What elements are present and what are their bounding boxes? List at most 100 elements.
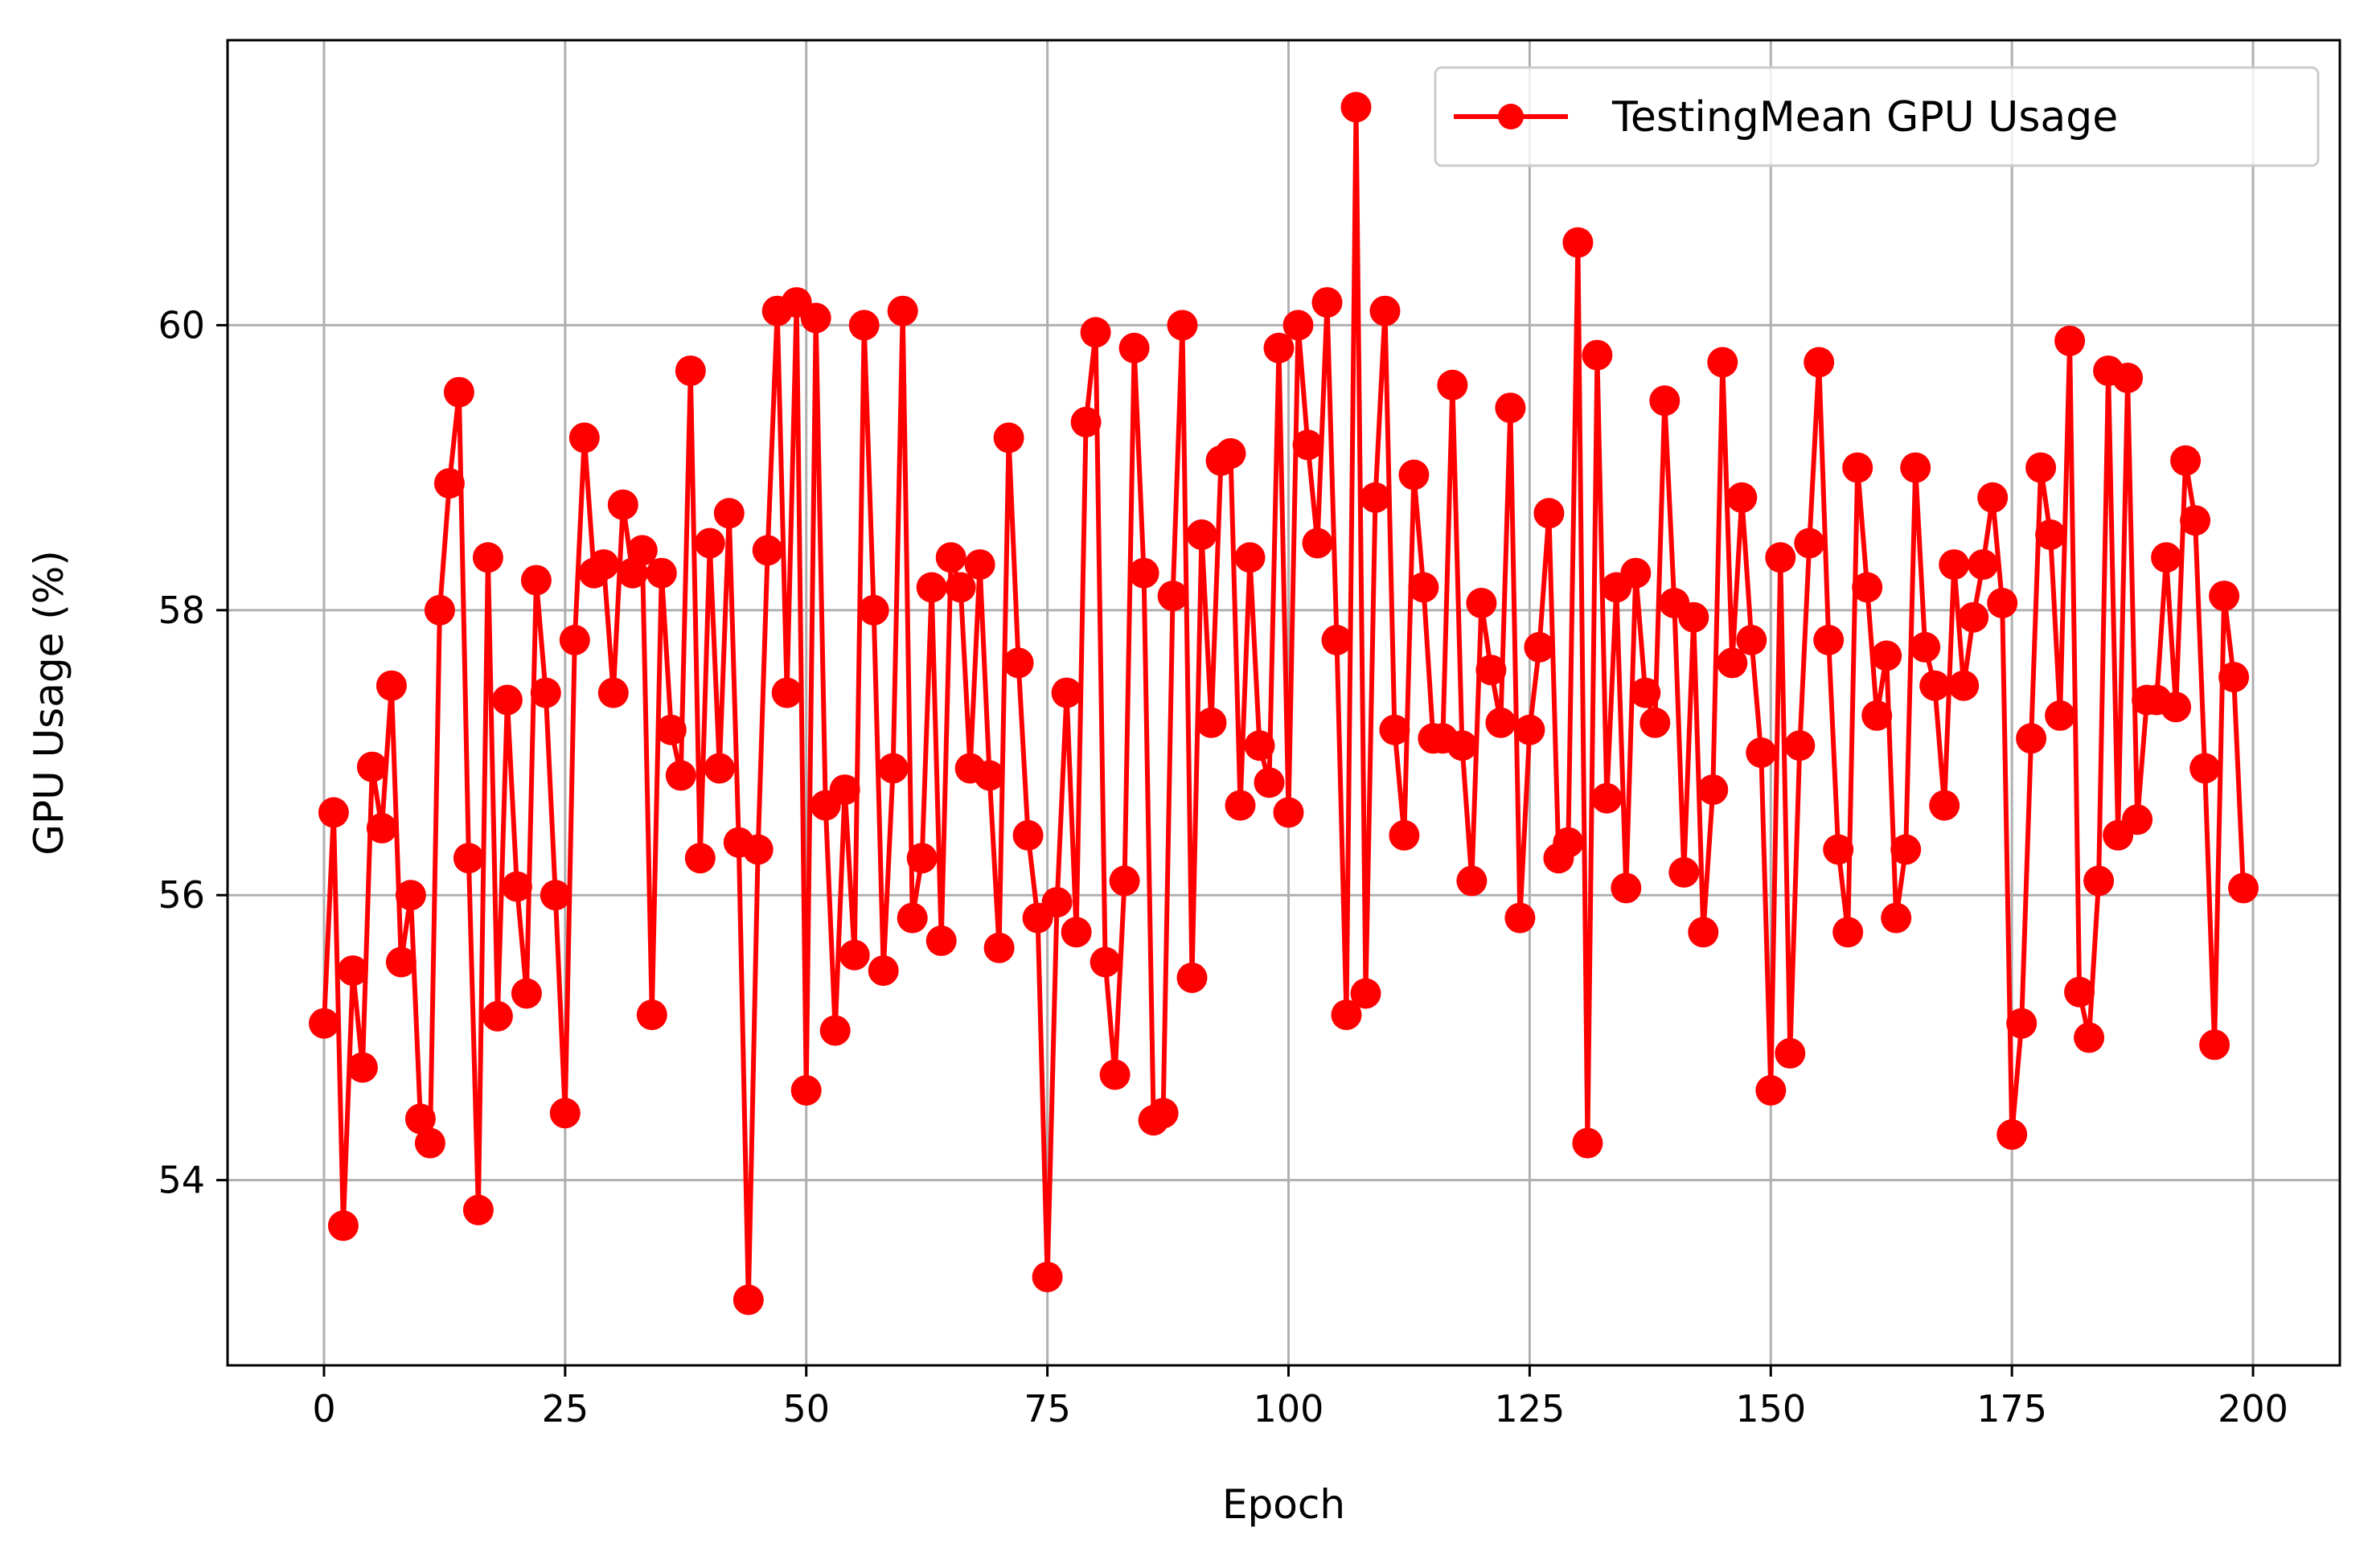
data-point — [1533, 498, 1565, 529]
legend-marker — [1498, 104, 1524, 129]
data-point — [1958, 601, 1989, 633]
data-point — [1282, 310, 1314, 341]
data-point — [511, 978, 542, 1009]
data-point — [1495, 392, 1526, 424]
data-point — [1649, 385, 1681, 417]
data-point — [1514, 714, 1545, 745]
data-point — [1225, 790, 1256, 821]
y-axis-title: GPU Usage (%) — [26, 550, 72, 856]
data-point — [2228, 872, 2259, 904]
x-axis-title: Epoch — [1222, 1481, 1345, 1528]
data-point — [839, 939, 870, 971]
data-point — [1688, 917, 1719, 948]
data-point — [318, 797, 349, 828]
data-point — [887, 295, 918, 326]
data-point — [1871, 640, 1902, 671]
data-point — [964, 549, 995, 581]
data-point — [462, 1194, 494, 1225]
x-tick-label: 75 — [1024, 1387, 1071, 1430]
data-point — [713, 498, 745, 529]
data-point — [501, 871, 532, 902]
data-point — [404, 1103, 436, 1135]
data-point — [2122, 804, 2153, 835]
data-point — [1311, 287, 1343, 318]
data-point — [347, 1052, 378, 1083]
data-point — [1475, 655, 1507, 686]
data-point — [636, 999, 667, 1031]
legend: TestingMean GPU Usage — [1434, 66, 2320, 167]
data-point — [935, 542, 966, 573]
data-point — [2016, 723, 2047, 754]
data-point — [868, 955, 899, 987]
data-point — [2074, 1022, 2105, 1053]
y-tick-label: 56 — [158, 873, 205, 917]
data-point — [1620, 557, 1652, 589]
data-point — [1900, 452, 1931, 483]
data-point — [1147, 1098, 1179, 1129]
data-point — [1456, 865, 1488, 897]
data-point — [2189, 753, 2221, 784]
data-point — [424, 594, 455, 626]
data-point — [1553, 827, 1584, 858]
data-point — [1678, 601, 1709, 633]
data-point — [2151, 542, 2182, 573]
data-point — [2199, 1029, 2230, 1061]
data-point — [2054, 325, 2086, 356]
data-point — [2161, 692, 2192, 723]
data-point — [1504, 902, 1536, 934]
data-point — [993, 422, 1024, 454]
data-point — [1302, 527, 1333, 559]
data-point — [1582, 339, 1613, 371]
data-point — [1765, 542, 1796, 573]
legend-box — [1434, 66, 2320, 167]
legend-label: TestingMean GPU Usage — [1611, 93, 2118, 142]
data-point — [1813, 625, 1845, 655]
data-point — [472, 542, 503, 573]
data-point — [1379, 714, 1410, 745]
data-point — [1842, 452, 1873, 483]
data-point — [1070, 406, 1102, 437]
data-point — [1977, 482, 2009, 513]
data-point — [1331, 999, 1362, 1031]
data-point — [443, 376, 474, 408]
data-point — [858, 594, 889, 626]
x-tick-label: 25 — [542, 1387, 589, 1430]
data-point — [916, 572, 947, 603]
data-point — [597, 677, 629, 708]
data-point — [1340, 92, 1372, 123]
data-point — [1321, 625, 1352, 655]
data-point — [1804, 347, 1835, 378]
data-point — [520, 564, 552, 596]
data-point — [1398, 459, 1430, 491]
data-point — [327, 1210, 359, 1242]
data-point — [1466, 588, 1497, 618]
data-point — [1775, 1037, 1806, 1069]
data-point — [1697, 774, 1729, 806]
data-point — [1350, 978, 1381, 1009]
data-point — [1389, 819, 1420, 851]
data-point — [1234, 542, 1266, 573]
data-point — [626, 535, 658, 566]
data-point — [1823, 834, 1854, 865]
x-tick-label: 200 — [2218, 1387, 2288, 1430]
data-point — [1919, 670, 1951, 701]
data-point — [1128, 557, 1159, 589]
x-tick-label: 125 — [1494, 1387, 1565, 1430]
data-point — [1369, 295, 1401, 326]
data-point — [1755, 1075, 1787, 1106]
data-point — [1948, 670, 1980, 701]
data-point — [1408, 572, 1439, 603]
data-point — [1273, 797, 1304, 828]
data-point — [1881, 902, 1912, 934]
data-point — [1890, 834, 1922, 865]
data-point — [684, 843, 716, 874]
data-point — [2006, 1008, 2038, 1039]
data-point — [309, 1008, 339, 1039]
data-point — [1939, 549, 1970, 581]
data-point — [829, 774, 860, 806]
axis-ticks: 0 25 50 75 100 125 150 175 200 54 56 58 60 — [158, 303, 2288, 1430]
data-point — [2218, 662, 2250, 693]
data-point — [1485, 707, 1516, 738]
x-tick-label: 150 — [1735, 1387, 1806, 1430]
